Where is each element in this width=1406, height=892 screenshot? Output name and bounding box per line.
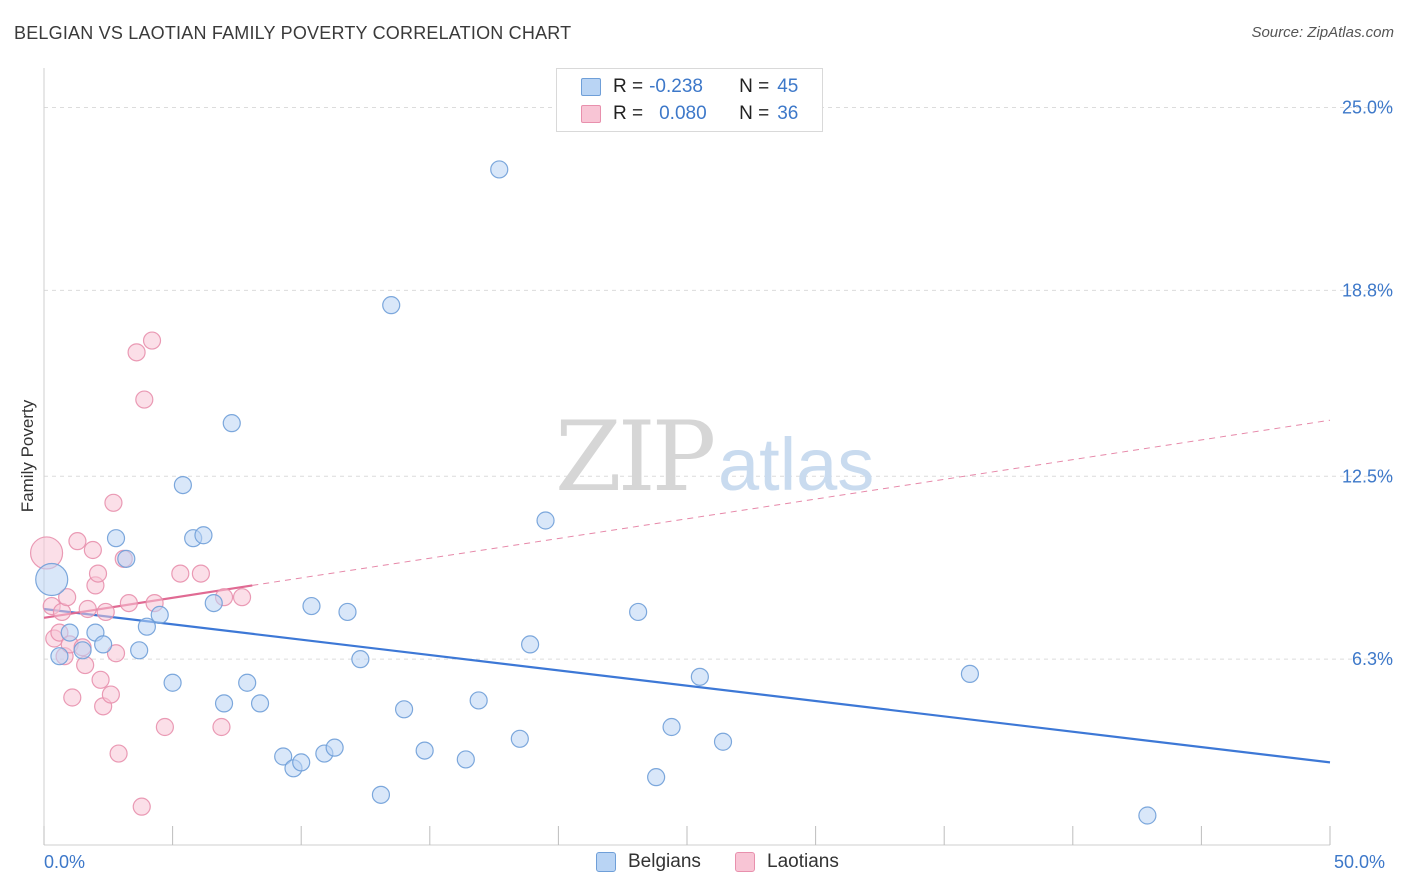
belgians-point xyxy=(35,562,69,597)
laotians-point xyxy=(212,717,231,737)
belgians-point xyxy=(1138,806,1157,825)
belgians-point xyxy=(415,741,434,760)
laotians-point xyxy=(135,390,154,409)
belgians-point xyxy=(117,549,136,568)
belgians-point xyxy=(521,635,540,654)
belgians-swatch xyxy=(581,78,601,96)
laotians-point xyxy=(88,564,108,583)
belgians-point xyxy=(106,529,126,548)
legend-row-belgians: R = -0.238 N = 45 xyxy=(581,75,798,99)
n-label: N = xyxy=(739,76,770,97)
laotians-point xyxy=(101,685,120,704)
belgians-point xyxy=(50,647,69,666)
legend-item-belgians[interactable]: Belgians xyxy=(596,851,701,873)
y-axis-title: Family Poverty xyxy=(18,399,37,513)
laotians-point xyxy=(127,343,146,362)
laotians-point xyxy=(91,670,110,689)
belgians-point xyxy=(382,296,401,315)
belgians-point xyxy=(238,673,257,692)
laotians-point xyxy=(104,493,123,512)
laotians-point xyxy=(132,797,151,816)
laotians-point xyxy=(109,744,128,763)
r-value: -0.238 xyxy=(649,76,703,97)
laotians-point xyxy=(106,644,126,663)
belgians-point xyxy=(150,605,169,625)
legend-item-laotians[interactable]: Laotians xyxy=(735,851,839,873)
belgians-point xyxy=(274,747,293,766)
belgians-point xyxy=(292,753,311,772)
belgians-point xyxy=(960,664,980,684)
belgians-point xyxy=(338,602,357,622)
belgians-point xyxy=(222,414,241,433)
belgians-point xyxy=(137,617,156,636)
belgians-point xyxy=(163,673,182,692)
laotians-point xyxy=(191,564,210,583)
y-tick-label: 6.3% xyxy=(1352,649,1393,669)
r-label: R = xyxy=(613,103,644,124)
laotians-point xyxy=(58,588,77,607)
belgians-point xyxy=(713,732,733,751)
belgians-point xyxy=(456,750,475,769)
belgians-point xyxy=(73,641,92,660)
r-value: 0.080 xyxy=(659,103,707,124)
belgians-point xyxy=(204,593,223,613)
watermark-atlas: atlas xyxy=(718,423,874,506)
belgians-legend-label: Belgians xyxy=(628,851,701,872)
belgians-point xyxy=(371,785,391,804)
y-tick-label: 12.5% xyxy=(1342,466,1393,486)
laotians-legend-label: Laotians xyxy=(767,851,839,872)
x-tick-label-max: 50.0% xyxy=(1334,852,1386,872)
laotians-point xyxy=(119,593,138,613)
laotians-point xyxy=(232,588,252,607)
belgians-point xyxy=(629,602,648,622)
belgians-point xyxy=(394,700,414,719)
belgians-point xyxy=(536,511,555,530)
belgians-point xyxy=(60,623,79,642)
belgians-point xyxy=(250,694,270,713)
belgians-point xyxy=(690,667,709,686)
laotians-point xyxy=(155,717,174,737)
chart-title: BELGIAN VS LAOTIAN FAMILY POVERTY CORREL… xyxy=(14,23,572,43)
watermark-zip: ZIP xyxy=(555,401,714,513)
n-value: 36 xyxy=(777,103,799,124)
belgians-point xyxy=(469,691,488,710)
belgians-point xyxy=(214,694,234,713)
legend-row-laotians: R = 0.080 N = 36 xyxy=(581,102,798,126)
belgians-point xyxy=(490,160,509,179)
laotians-point xyxy=(96,602,115,622)
belgians-point xyxy=(302,596,321,616)
n-value: 45 xyxy=(777,76,799,97)
laotians-point xyxy=(142,331,162,350)
belgians-point xyxy=(194,526,213,545)
belgians-point xyxy=(94,635,113,654)
belgians-point xyxy=(130,641,149,660)
belgians-point xyxy=(173,476,192,495)
laotians-legend-swatch xyxy=(735,852,755,872)
laotians-point xyxy=(63,688,82,707)
r-label: R = xyxy=(613,76,644,97)
belgians-point xyxy=(510,729,529,748)
series-legend: Belgians Laotians xyxy=(0,851,1406,877)
y-tick-label: 25.0% xyxy=(1342,98,1393,118)
belgians-point xyxy=(662,717,681,737)
y-tick-label: 18.8% xyxy=(1342,280,1393,300)
laotians-point xyxy=(78,599,97,619)
n-label: N = xyxy=(739,103,770,124)
laotians-point xyxy=(76,655,95,675)
belgians-point xyxy=(325,738,344,757)
x-tick-label-min: 0.0% xyxy=(44,852,86,872)
belgians-point xyxy=(647,768,666,787)
belgians-legend-swatch xyxy=(596,852,616,872)
source-label: Source: ZipAtlas.com xyxy=(1251,24,1394,41)
laotians-point xyxy=(68,532,87,551)
belgians-trend-line xyxy=(43,607,1331,764)
correlation-legend: R = -0.238 N = 45 R = 0.080 N = 36 xyxy=(556,68,823,132)
belgians-point xyxy=(351,650,370,669)
laotians-point xyxy=(83,540,102,560)
laotians-point xyxy=(171,564,190,583)
laotians-trend-extended xyxy=(252,419,1331,586)
laotians-swatch xyxy=(581,105,601,123)
